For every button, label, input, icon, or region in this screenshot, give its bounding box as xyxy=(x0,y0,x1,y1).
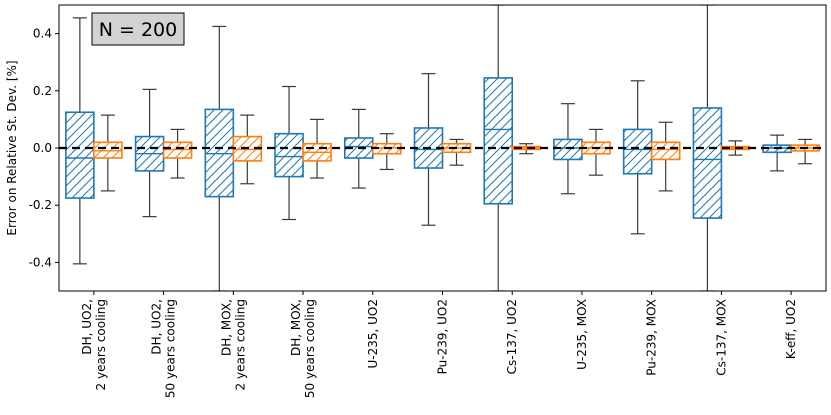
y-tick-label: 0.2 xyxy=(33,84,52,98)
x-tick-label: DH, MOX, xyxy=(219,299,233,356)
x-tick-label: U-235, UO2 xyxy=(366,299,380,369)
y-tick-label: 0.0 xyxy=(33,141,52,155)
x-tick-label: Pu-239, MOX xyxy=(645,299,659,376)
x-tick-label: Pu-239, UO2 xyxy=(436,299,450,374)
box-series1 xyxy=(483,77,514,205)
y-tick-label: -0.2 xyxy=(29,198,52,212)
category-group xyxy=(134,88,193,218)
x-tick-label: DH, MOX, xyxy=(289,299,303,356)
x-tick-label: 50 years cooling xyxy=(164,299,178,398)
x-tick-label: 2 years cooling xyxy=(94,299,108,390)
x-tick-label: Cs-137, UO2 xyxy=(505,299,519,374)
y-tick-label: 0.4 xyxy=(33,27,52,41)
category-group xyxy=(622,80,681,235)
x-tick-label: U-235, MOX xyxy=(575,299,589,370)
category-group xyxy=(65,17,123,265)
x-tick-label: DH, UO2, xyxy=(80,299,94,355)
y-axis: -0.4 -0.2 0.0 0.2 0.4 xyxy=(29,27,59,269)
x-tick-label: Cs-137, MOX xyxy=(714,299,728,376)
category-group xyxy=(483,5,542,291)
box-series1 xyxy=(692,107,723,219)
x-tick-label: 2 years cooling xyxy=(233,299,247,390)
x-tick-label: K-eff, UO2 xyxy=(784,299,798,359)
plot-area xyxy=(59,5,826,291)
annotation-text: N = 200 xyxy=(99,19,177,41)
y-tick-label: -0.4 xyxy=(29,255,52,269)
x-axis: DH, UO2, 2 years cooling DH, UO2, 50 years … xyxy=(80,291,798,398)
y-axis-label: Error on Relative St. Dev. [%] xyxy=(5,60,19,235)
sample-size-annotation: N = 200 xyxy=(91,12,185,46)
x-tick-label: 50 years cooling xyxy=(303,299,317,398)
box-series2 xyxy=(650,141,681,161)
box-series2 xyxy=(162,141,193,159)
box-series1 xyxy=(553,138,583,161)
box-series1 xyxy=(622,128,653,175)
box-series1 xyxy=(204,108,235,198)
category-group xyxy=(692,5,751,291)
box-series2 xyxy=(93,141,123,159)
box-series1 xyxy=(65,111,95,199)
annotation-box xyxy=(91,12,185,46)
x-tick-label: DH, UO2, xyxy=(150,299,164,355)
box-series1 xyxy=(274,132,304,178)
category-group xyxy=(204,25,263,291)
